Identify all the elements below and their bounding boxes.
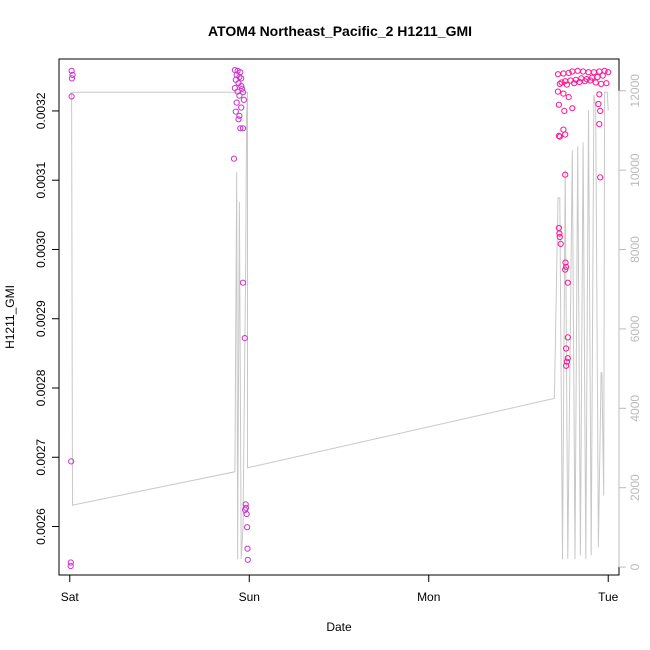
- data-point: [605, 69, 612, 76]
- data-point: [555, 101, 563, 108]
- data-point: [596, 121, 603, 128]
- x-axis: Sat Sun Mon Tue: [61, 574, 619, 604]
- data-point: [592, 79, 599, 86]
- data-point: [563, 81, 571, 88]
- data-point: [564, 334, 571, 341]
- data-point: [556, 233, 563, 241]
- y-right-tick-label: 4000: [628, 395, 642, 422]
- data-point: [244, 556, 251, 563]
- data-point: [563, 263, 570, 270]
- x-tick-label: Sat: [61, 590, 80, 604]
- y-right-tick-label: 12000: [628, 74, 642, 108]
- data-point: [238, 104, 245, 111]
- data-point: [562, 266, 569, 273]
- data-point: [233, 99, 240, 106]
- data-point: [560, 90, 567, 97]
- data-point: [556, 80, 563, 88]
- y-right-tick-label: 8000: [628, 236, 642, 263]
- data-point: [563, 345, 570, 352]
- y-left-tick-label: 0.0029: [34, 300, 48, 337]
- data-point: [603, 80, 610, 87]
- y-left-tick-label: 0.0030: [34, 231, 48, 268]
- data-point: [239, 125, 247, 132]
- data-point: [241, 335, 248, 342]
- data-point: [236, 112, 243, 119]
- x-axis-label: Date: [326, 620, 352, 634]
- data-point: [68, 67, 75, 74]
- y-left-tick-label: 0.0027: [34, 439, 48, 476]
- data-point: [68, 93, 75, 100]
- data-point: [554, 88, 562, 95]
- x-tick-label: Mon: [417, 590, 440, 604]
- data-point: [239, 89, 247, 96]
- data-point: [562, 171, 569, 178]
- data-point: [556, 230, 563, 237]
- data-point: [240, 96, 247, 104]
- data-point: [595, 100, 602, 108]
- x-tick-label: Sun: [239, 590, 260, 604]
- chart-title: ATOM4 Northeast_Pacific_2 H1211_GMI: [208, 23, 472, 39]
- data-point: [237, 125, 244, 132]
- data-point: [565, 94, 572, 101]
- data-point: [238, 75, 245, 82]
- data-point: [555, 132, 563, 139]
- data-point: [564, 279, 571, 286]
- data-point: [562, 259, 569, 266]
- data-point: [564, 355, 571, 362]
- y-axis-right: 0 2000 4000 6000 8000 10000 12000: [618, 74, 642, 570]
- data-point: [242, 506, 249, 513]
- data-point: [587, 77, 594, 84]
- data-point: [563, 362, 570, 369]
- data-point: [565, 69, 572, 77]
- plot-area: [67, 67, 612, 570]
- y-right-tick-label: 2000: [628, 474, 642, 501]
- data-point: [239, 85, 246, 92]
- y-left-tick-label: 0.0028: [34, 369, 48, 406]
- data-point: [239, 279, 247, 286]
- data-point: [557, 240, 564, 247]
- data-point: [561, 107, 568, 115]
- y-left-tick-label: 0.0032: [34, 92, 48, 129]
- data-point: [562, 78, 569, 85]
- data-point: [236, 92, 243, 99]
- data-point: [67, 562, 74, 570]
- data-point: [244, 524, 251, 531]
- data-point: [244, 545, 251, 552]
- data-point: [596, 91, 603, 98]
- data-point: [69, 71, 76, 79]
- y-right-tick-label: 6000: [628, 315, 642, 342]
- data-point: [243, 510, 250, 518]
- data-point: [68, 458, 75, 465]
- y-left-tick-label: 0.0026: [34, 508, 48, 545]
- data-point: [597, 174, 604, 181]
- data-point: [558, 79, 565, 86]
- data-point: [569, 105, 576, 112]
- data-point: [68, 75, 76, 82]
- y-right-tick-label: 10000: [628, 153, 642, 187]
- data-point: [238, 82, 245, 90]
- y-left-tick-label: 0.0031: [34, 162, 48, 199]
- data-point: [67, 559, 74, 566]
- data-point: [597, 107, 604, 115]
- y-axis-left: 0.0026 0.0027 0.0028 0.0029 0.0030 0.0031 0.00…: [34, 92, 60, 545]
- y-axis-label: H1211_GMI: [3, 285, 17, 349]
- data-point: [562, 131, 569, 138]
- data-point: [230, 155, 238, 162]
- y-right-tick-label: 0: [628, 563, 642, 570]
- data-point: [235, 116, 242, 123]
- data-point: [563, 358, 571, 365]
- data-point: [232, 108, 239, 115]
- data-point: [556, 133, 563, 140]
- x-tick-label: Tue: [598, 590, 619, 604]
